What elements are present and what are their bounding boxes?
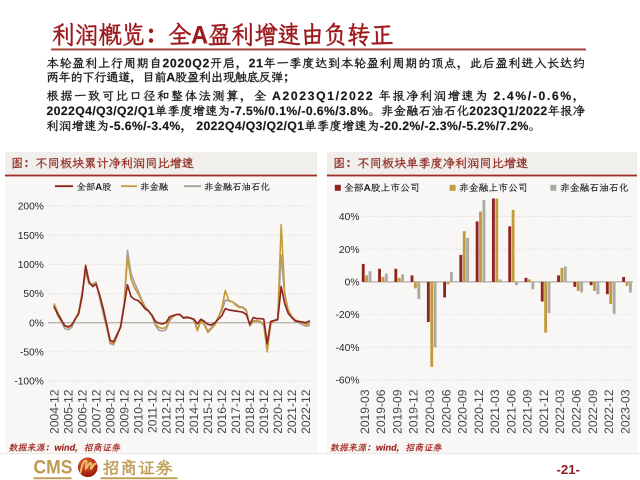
svg-text:40%: 40% — [339, 212, 360, 223]
svg-text:-60%: -60% — [335, 376, 359, 387]
svg-text:2009-12: 2009-12 — [117, 389, 131, 434]
svg-text:2014-12: 2014-12 — [187, 389, 201, 434]
svg-text:2011-12: 2011-12 — [145, 389, 159, 433]
svg-text:20%: 20% — [339, 245, 360, 256]
svg-text:2010-12: 2010-12 — [131, 389, 145, 434]
svg-text:2013-12: 2013-12 — [173, 389, 187, 434]
svg-text:2020-09: 2020-09 — [456, 389, 470, 434]
svg-text:0%: 0% — [29, 318, 44, 329]
svg-text:2022-09: 2022-09 — [586, 389, 600, 434]
svg-text:2007-12: 2007-12 — [89, 389, 103, 434]
svg-text:2004-12: 2004-12 — [48, 389, 62, 434]
svg-text:2016-12: 2016-12 — [215, 389, 229, 434]
svg-text:-20%: -20% — [335, 310, 359, 321]
svg-text:200%: 200% — [18, 202, 44, 213]
svg-text:2015-12: 2015-12 — [201, 389, 215, 434]
svg-text:-50%: -50% — [20, 348, 44, 359]
svg-text:2022-12: 2022-12 — [299, 389, 313, 434]
svg-text:2008-12: 2008-12 — [103, 389, 117, 434]
svg-text:2022-12: 2022-12 — [602, 389, 616, 434]
svg-text:2018-12: 2018-12 — [243, 389, 257, 434]
svg-text:2022-06: 2022-06 — [570, 389, 584, 434]
svg-text:-21-: -21- — [557, 462, 580, 477]
svg-text:2020-12: 2020-12 — [472, 389, 486, 434]
svg-text:2005-12: 2005-12 — [62, 389, 76, 434]
svg-text:2021-03: 2021-03 — [488, 389, 502, 434]
svg-text:150%: 150% — [18, 231, 44, 242]
svg-text:2006-12: 2006-12 — [75, 389, 89, 434]
svg-text:50%: 50% — [23, 289, 43, 300]
svg-text:2021-06: 2021-06 — [504, 389, 518, 434]
svg-text:2020-03: 2020-03 — [423, 389, 437, 434]
svg-text:2020-06: 2020-06 — [439, 389, 453, 434]
svg-text:2019-12: 2019-12 — [257, 389, 271, 434]
svg-text:2019-03: 2019-03 — [358, 389, 372, 434]
svg-text:-40%: -40% — [335, 343, 359, 354]
svg-text:2022-03: 2022-03 — [553, 389, 567, 434]
svg-text:0%: 0% — [345, 278, 360, 289]
svg-text:2021-09: 2021-09 — [521, 389, 535, 434]
svg-text:2021-12: 2021-12 — [537, 389, 551, 434]
svg-text:2019-12: 2019-12 — [407, 389, 421, 434]
svg-text:2019-06: 2019-06 — [374, 389, 388, 434]
svg-text:CMS: CMS — [34, 456, 73, 478]
svg-text:2012-12: 2012-12 — [159, 389, 173, 434]
svg-text:2020-12: 2020-12 — [271, 389, 285, 434]
svg-text:2021-12: 2021-12 — [285, 389, 299, 434]
svg-text:2019-09: 2019-09 — [391, 389, 405, 434]
svg-text:2023-03: 2023-03 — [618, 389, 632, 434]
svg-text:100%: 100% — [18, 260, 44, 271]
svg-text:-100%: -100% — [14, 377, 43, 388]
svg-text:2017-12: 2017-12 — [229, 389, 243, 434]
